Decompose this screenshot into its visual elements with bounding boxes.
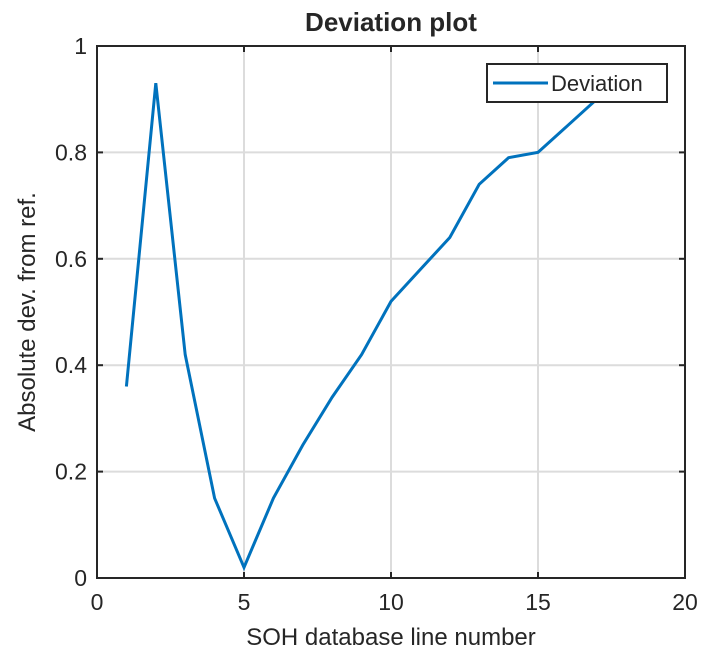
y-tick-label: 0 bbox=[74, 565, 87, 591]
x-tick-label: 5 bbox=[238, 589, 251, 615]
x-tick-label: 15 bbox=[525, 589, 551, 615]
y-tick-label: 0.2 bbox=[55, 459, 87, 485]
legend-label: Deviation bbox=[551, 71, 643, 96]
y-tick-label: 0.4 bbox=[55, 352, 87, 378]
legend: Deviation bbox=[487, 64, 667, 102]
chart-title: Deviation plot bbox=[305, 7, 477, 37]
x-tick-label: 0 bbox=[91, 589, 104, 615]
x-tick-label: 10 bbox=[378, 589, 404, 615]
x-tick-label: 20 bbox=[672, 589, 698, 615]
y-tick-label: 0.6 bbox=[55, 246, 87, 272]
y-axis-label: Absolute dev. from ref. bbox=[14, 192, 41, 432]
y-tick-label: 0.8 bbox=[55, 139, 87, 165]
y-tick-label: 1 bbox=[74, 33, 87, 59]
x-axis-label: SOH database line number bbox=[246, 624, 536, 651]
